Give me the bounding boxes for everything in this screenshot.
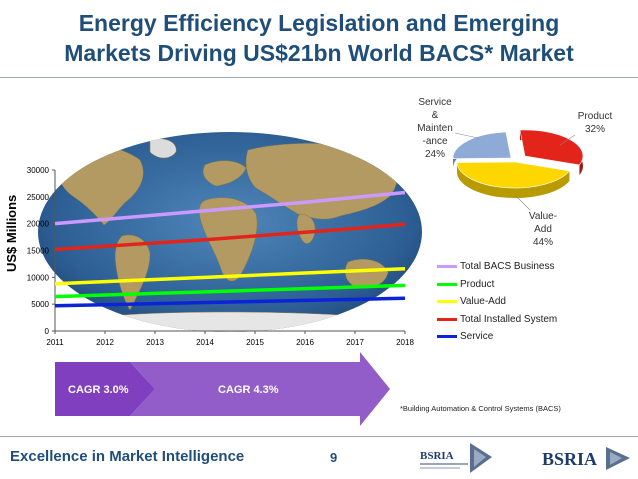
y-tick-label: 30000 [27,166,50,175]
chart-legend: Total BACS Business Product Value-Add Total… [437,258,557,346]
legend-item: Total BACS Business [437,258,557,276]
series-line-value-add [54,266,406,286]
y-tick-label: 0 [45,327,50,336]
pie-leader-product [559,134,576,146]
pie-leader-service [454,132,479,139]
legend-label: Value-Add [460,296,506,308]
y-tick-label: 20000 [27,220,50,229]
footer-tagline: Excellence in Market Intelligence [10,448,245,465]
pie-slice [519,129,584,166]
legend-item: Value-Add [437,293,557,311]
legend-label: Product [460,278,495,290]
bsria-logo-small: BSRIA [420,443,492,473]
cagr-left-label: CAGR 3.0% [68,384,129,396]
pie-slice [456,161,570,189]
cagr-right-label: CAGR 4.3% [218,384,279,396]
legend-swatch [437,300,457,304]
legend-label: Service [460,331,494,343]
title-divider [0,77,638,78]
pie-slice-side [457,162,570,199]
legend-label: Total BACS Business [460,261,555,273]
series-line-product [54,283,406,299]
legend-swatch [437,282,457,286]
logo-text: BSRIA [542,449,597,469]
legend-item: Product [437,276,557,294]
legend-swatch [437,265,457,269]
x-tick-label: 2012 [96,338,114,347]
footer-divider [0,436,638,437]
y-axis-label: US$ Millions [4,194,19,272]
pie-leader-value-add [514,194,531,211]
legend-swatch [437,317,457,321]
series-line-total-installed-system [54,222,406,252]
footnote: *Building Automation & Control Systems (… [400,404,561,413]
bsria-logo: BSRIA [542,447,630,470]
y-tick-label: 25000 [27,193,50,202]
chart-axes: 0 5000 10000 15000 20000 25000 30000 2011 2012 20… [27,166,415,347]
title-line-2: Markets Driving US$21bn World BACS* Mark… [64,40,574,66]
x-tick-label: 2013 [146,338,164,347]
y-tick-label: 10000 [27,273,50,282]
pie-chart [452,129,584,211]
y-tick-label: 15000 [27,247,50,256]
legend-label: Total Installed System [460,313,558,325]
pie-slice [452,131,512,159]
series-line-service [54,296,406,308]
y-tick-label: 5000 [31,300,49,309]
legend-item: Service [437,328,557,346]
x-tick-label: 2018 [396,338,414,347]
legend-swatch [437,335,457,339]
pie-label-value-add: Value- Add 44% [528,211,558,248]
title-line-1: Energy Efficiency Legislation and Emergi… [78,10,560,36]
pie-label-product: Product 32% [577,111,613,135]
x-tick-label: 2011 [46,338,64,347]
world-map-image [38,132,422,332]
slide-title: Energy Efficiency Legislation and Emergi… [0,8,638,68]
pie-label-service: Service & Mainten -ance 24% [417,97,453,160]
logo-small-text: BSRIA [420,450,454,462]
x-tick-label: 2016 [296,338,314,347]
chart-series-lines [54,190,406,308]
series-line-total-bacs-business [54,190,406,226]
cagr-arrow [55,352,390,426]
x-tick-label: 2017 [346,338,364,347]
x-tick-label: 2015 [246,338,264,347]
x-tick-label: 2014 [196,338,214,347]
legend-item: Total Installed System [437,311,557,329]
page-number: 9 [330,450,338,465]
